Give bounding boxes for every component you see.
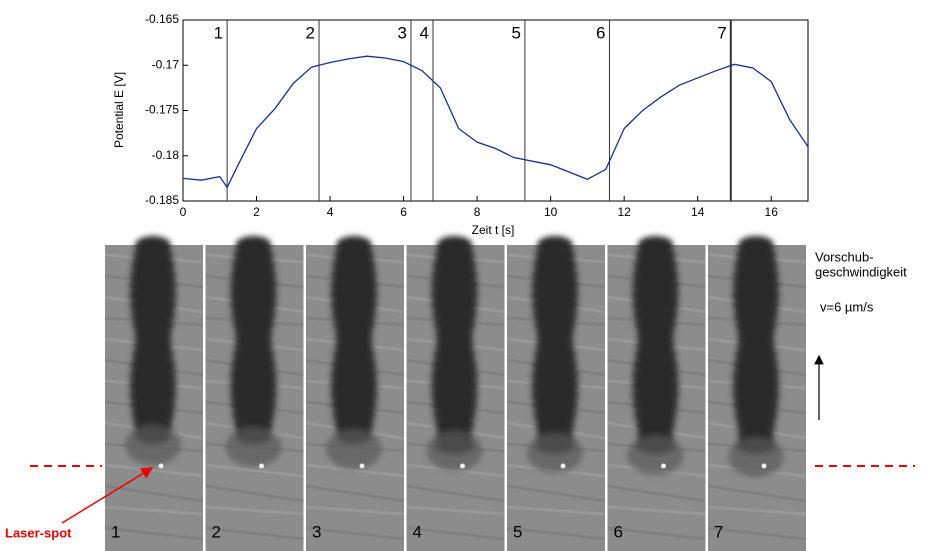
panel-label: 1 bbox=[111, 522, 120, 541]
texture bbox=[104, 463, 204, 478]
laser-spot bbox=[158, 463, 164, 469]
laser-spot bbox=[359, 463, 365, 469]
texture bbox=[205, 505, 304, 516]
melt-track bbox=[326, 236, 382, 469]
speed-label: v=6 µm/s bbox=[820, 299, 874, 314]
texture bbox=[506, 484, 606, 503]
texture bbox=[406, 526, 505, 541]
melt-track bbox=[225, 236, 282, 467]
texture bbox=[406, 484, 505, 503]
image-panels: 1 2 3 4 5 6 7 bbox=[104, 236, 807, 551]
texture bbox=[607, 526, 706, 541]
marker-label: 1 bbox=[214, 23, 223, 42]
texture bbox=[205, 484, 304, 503]
melt-track bbox=[527, 236, 583, 473]
marker-label: 4 bbox=[420, 23, 429, 42]
melt-track bbox=[125, 236, 181, 465]
y-axis-label: Potential E [V] bbox=[112, 72, 126, 148]
track-halo bbox=[225, 427, 282, 467]
feed-label: Vorschub- bbox=[815, 249, 874, 264]
texture bbox=[205, 526, 304, 541]
marker-label: 6 bbox=[596, 23, 605, 42]
track-halo bbox=[125, 425, 181, 465]
texture bbox=[104, 505, 204, 516]
track-halo bbox=[728, 437, 784, 477]
texture bbox=[104, 526, 204, 541]
x-tick-label: 14 bbox=[691, 205, 705, 219]
track-halo bbox=[627, 435, 684, 475]
y-tick-label: -0.165 bbox=[145, 12, 179, 26]
y-tick-label: -0.185 bbox=[145, 193, 179, 207]
x-tick-label: 10 bbox=[544, 205, 558, 219]
melt-track bbox=[728, 236, 784, 477]
marker-label: 2 bbox=[306, 23, 315, 42]
laser-spot bbox=[661, 463, 666, 469]
y-tick-label: -0.17 bbox=[152, 57, 180, 71]
laser-spot bbox=[560, 463, 566, 469]
chart: Zeit t [s] Potential E [V] -0.185 -0.18 -0… bbox=[112, 12, 809, 237]
melt-track bbox=[426, 236, 483, 471]
laser-spot bbox=[460, 463, 465, 469]
x-tick-label: 0 bbox=[180, 205, 187, 219]
texture bbox=[205, 463, 304, 478]
marker-label: 7 bbox=[717, 23, 726, 42]
x-tick-label: 12 bbox=[617, 205, 631, 219]
y-tick-label: -0.18 bbox=[152, 148, 180, 162]
laser-arrow bbox=[61, 467, 154, 524]
y-tick-label: -0.175 bbox=[145, 103, 179, 117]
track-halo bbox=[326, 429, 382, 469]
texture bbox=[506, 526, 606, 541]
feed-label: geschwindigkeit bbox=[815, 264, 907, 279]
laser-spot bbox=[761, 463, 767, 469]
x-tick-label: 16 bbox=[765, 205, 779, 219]
x-tick-label: 2 bbox=[253, 205, 260, 219]
melt-track bbox=[627, 236, 684, 475]
marker-label: 3 bbox=[397, 23, 406, 42]
texture bbox=[707, 505, 807, 516]
texture bbox=[607, 484, 706, 503]
marker-label: 5 bbox=[511, 23, 520, 42]
texture bbox=[104, 484, 204, 503]
panel-label: 3 bbox=[312, 522, 321, 541]
panel-label: 7 bbox=[714, 522, 723, 541]
x-tick-label: 8 bbox=[474, 205, 481, 219]
texture bbox=[707, 526, 807, 541]
panel-label: 6 bbox=[614, 522, 623, 541]
x-axis-label: Zeit t [s] bbox=[472, 223, 515, 237]
texture bbox=[305, 505, 405, 516]
x-tick-label: 4 bbox=[327, 205, 334, 219]
texture bbox=[607, 505, 706, 516]
texture bbox=[305, 484, 405, 503]
panel-label: 5 bbox=[513, 522, 522, 541]
plot-frame bbox=[182, 19, 809, 202]
texture bbox=[305, 463, 405, 478]
texture bbox=[506, 505, 606, 516]
texture bbox=[707, 484, 807, 503]
laser-label: Laser-spot bbox=[5, 525, 72, 540]
track-halo bbox=[527, 433, 583, 473]
x-tick-label: 6 bbox=[400, 205, 407, 219]
track-halo bbox=[426, 431, 483, 471]
laser-spot bbox=[259, 463, 264, 469]
texture bbox=[406, 505, 505, 516]
panel-label: 4 bbox=[413, 522, 422, 541]
data-line bbox=[182, 55, 809, 189]
texture bbox=[305, 526, 405, 541]
panel-label: 2 bbox=[212, 522, 221, 541]
